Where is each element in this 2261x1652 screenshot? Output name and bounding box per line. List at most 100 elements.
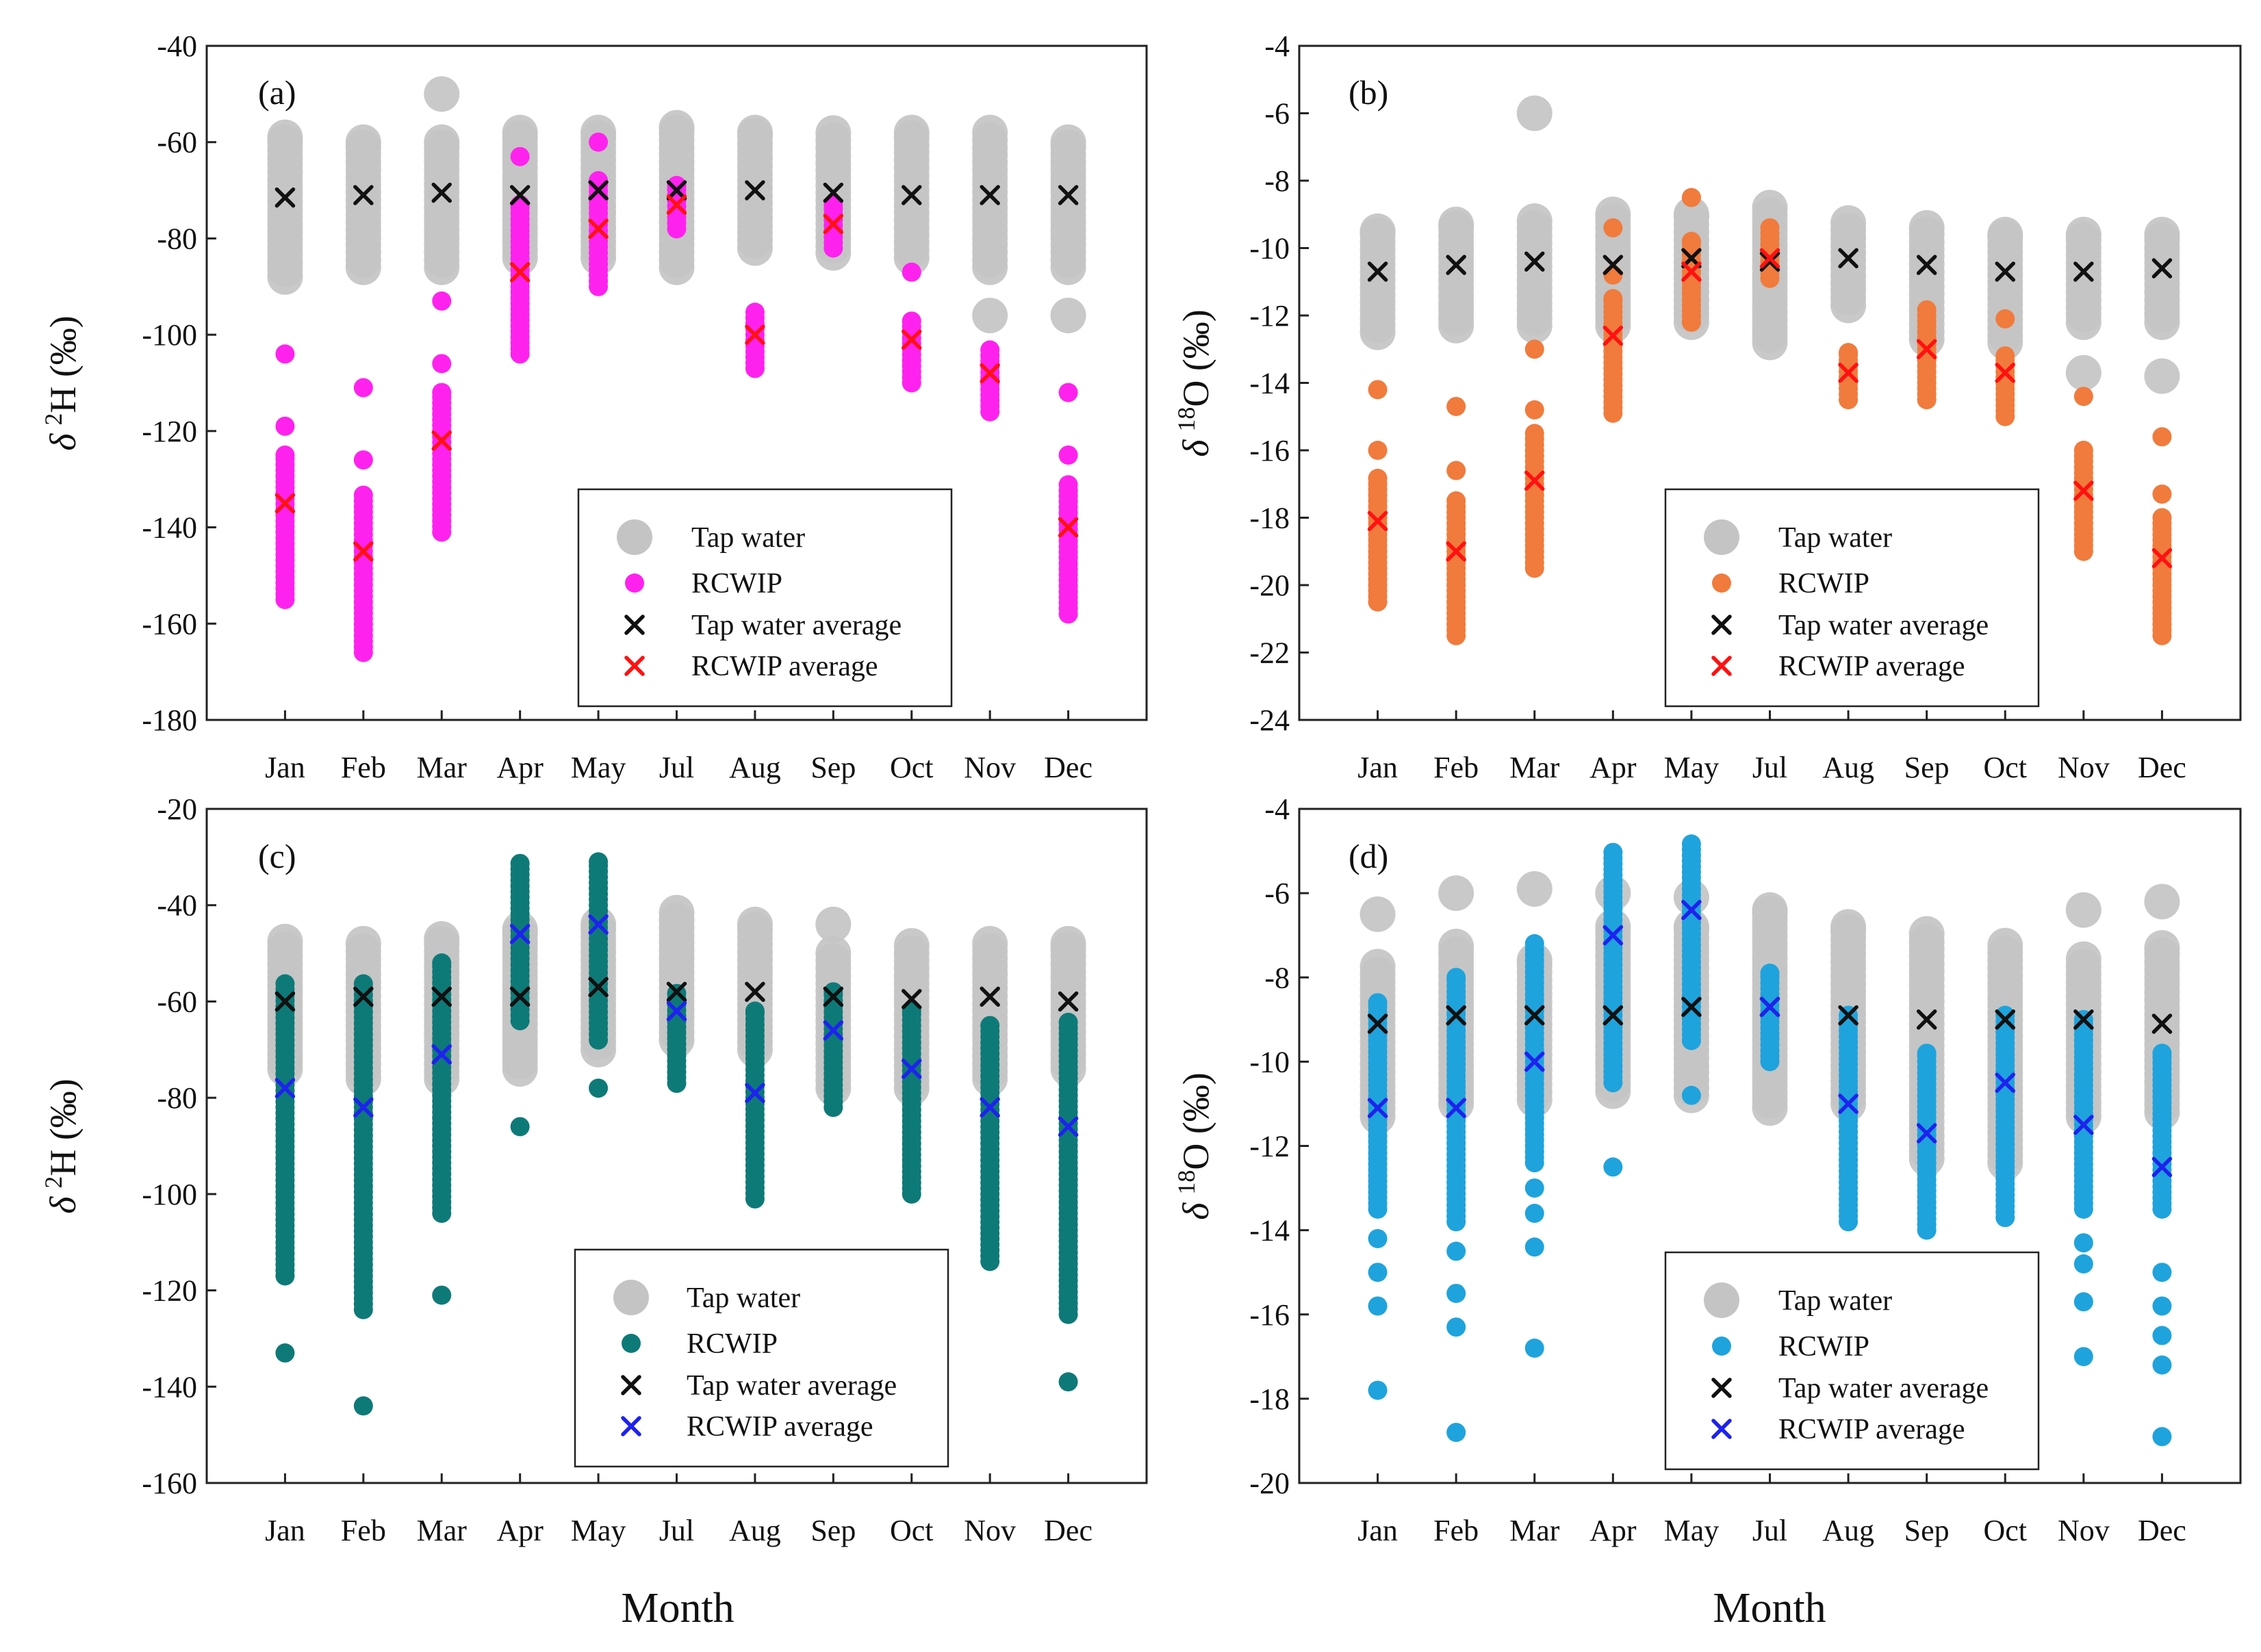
panel-d-x-tick-label-0: Jan bbox=[1357, 1514, 1398, 1547]
panel-d-legend-rcwip-label: RCWIP bbox=[1778, 1331, 1869, 1363]
panel-c-x-tick-label-4: May bbox=[571, 1514, 626, 1547]
panel-a-x-tick-label-8: Oct bbox=[890, 751, 934, 784]
panel-a-rcwip-point-dec-23 bbox=[1058, 475, 1078, 495]
panel-c-rcwip-point-feb-59 bbox=[353, 1396, 373, 1416]
panel-d-legend-tap-label: Tap water bbox=[1778, 1285, 1892, 1317]
panel-c-tap-average-apr-stroke-2 bbox=[509, 986, 531, 1007]
panel-b-legend: Tap water RCWIP Tap water average RCWIP … bbox=[1664, 488, 2040, 708]
panel-b-legend-rcwip-average-cross-stroke-2 bbox=[1711, 656, 1732, 676]
panel-b-tap-point-jan-14 bbox=[1359, 213, 1396, 249]
panel-c-x-ticks: Jan Feb Mar Apr May Jul Aug Sep Oct Nov Dec bbox=[265, 1473, 1093, 1547]
panel-c-tap-average-jan-stroke-2 bbox=[274, 991, 296, 1012]
panel-b-x-tick-label-5: Jul bbox=[1752, 751, 1787, 784]
panel-d-rcwip-point-apr-41 bbox=[1603, 842, 1623, 862]
panel-d-rcwip-point-dec-30 bbox=[2152, 1355, 2172, 1375]
panel-a-rcwip-average-aug bbox=[745, 324, 765, 345]
panel-d-rcwip-point-dec-29 bbox=[2152, 1427, 2172, 1447]
panel-d-legend-tap-average-cross-stroke-2 bbox=[1711, 1378, 1732, 1398]
panel-d-tap-average-feb-stroke-2 bbox=[1446, 1005, 1466, 1026]
panel-a-y-tick-label-1: -60 bbox=[157, 126, 197, 159]
panel-d-rcwip-point-jan-40 bbox=[1368, 1263, 1388, 1282]
panel-d-legend-rcwip-average-cross-stroke-2 bbox=[1711, 1419, 1732, 1439]
panel-b-marks bbox=[1359, 95, 2180, 645]
panel-a-x-tick-label-5: Jul bbox=[659, 751, 694, 784]
panel-a-rcwip-average-jan-stroke-2 bbox=[274, 493, 296, 514]
panel-a-x-tick-label-1: Feb bbox=[341, 751, 386, 784]
panel-c-rcwip-point-jan-53 bbox=[275, 1343, 295, 1363]
panel-d-tap-average-feb bbox=[1446, 1005, 1466, 1026]
panel-c-rcwip-average-may bbox=[588, 914, 609, 935]
panel-b-y-ticks: -4 -6 -8 -10 -12 -14 -16 -18 -20 -22 -24 bbox=[1249, 29, 1309, 737]
panel-c-rcwip-point-mar-46 bbox=[432, 1285, 452, 1305]
panel-c-tap-point-jul-17 bbox=[659, 894, 695, 931]
panel-b-legend-tap-swatch bbox=[1704, 519, 1739, 555]
panel-d-x-ticks: Jan Feb Mar Apr May Jul Aug Sep Oct Nov Dec bbox=[1357, 1473, 2186, 1547]
panel-c-rcwip-average-sep bbox=[823, 1020, 844, 1041]
panel-d-tap-average-apr bbox=[1602, 1005, 1624, 1026]
panel-a-legend-tap-average-cross-stroke-2 bbox=[624, 615, 645, 635]
panel-a-legend-rcwip-average-cross-stroke-2 bbox=[624, 656, 645, 676]
panel-b-rcwip-average-nov-stroke-2 bbox=[2073, 480, 2094, 501]
panel-a-tap-average-sep-stroke-2 bbox=[823, 182, 844, 203]
panel-b-tap-average-jan bbox=[1367, 261, 1388, 282]
panel-a-x-tick-label-9: Nov bbox=[964, 751, 1016, 784]
panel-b-rcwip-average-jul-stroke-2 bbox=[1759, 248, 1780, 269]
panel-b-y-tick-label-5: -14 bbox=[1249, 367, 1290, 400]
panel-a-rcwip-point-feb-28 bbox=[353, 485, 373, 505]
panel-c-legend-rcwip-label: RCWIP bbox=[687, 1328, 778, 1360]
panel-a-x-tick-label-6: Aug bbox=[729, 751, 781, 784]
panel-d-ylabel-symbol: δ bbox=[1175, 1202, 1216, 1220]
panel-c-rcwip-average-nov-stroke-2 bbox=[980, 1097, 1000, 1118]
panel-b-y-tick-label-6: -16 bbox=[1249, 434, 1290, 467]
panel-b-rcwip-point-oct-12 bbox=[1995, 309, 2015, 328]
panel-a-marks bbox=[267, 76, 1086, 662]
panel-c-tap-average-jul bbox=[666, 981, 687, 1003]
panel-d-tap-point-jan-21 bbox=[1359, 896, 1396, 932]
panel-d-tap-average-jan bbox=[1367, 1014, 1388, 1034]
panel-d-tap-average-nov bbox=[2073, 1009, 2094, 1030]
panel-b-tap-average-aug bbox=[1838, 248, 1858, 269]
panel-a-legend-tap-circle bbox=[617, 519, 652, 555]
panel-b-x-tick-label-7: Sep bbox=[1904, 751, 1950, 784]
panel-a-rcwip-point-oct-11 bbox=[902, 311, 921, 331]
panel-c-y-ticks: -20 -40 -60 -80 -100 -120 -140 -160 bbox=[142, 792, 216, 1500]
panel-a-legend: Tap water RCWIP Tap water average RCWIP … bbox=[577, 488, 953, 708]
panel-a-rcwip-point-mar-26 bbox=[432, 291, 452, 311]
panel-d-y-tick-label-6: -16 bbox=[1249, 1298, 1290, 1332]
panel-b-tap-average-sep-stroke-2 bbox=[1916, 255, 1937, 275]
panel-b-rcwip-point-mar-24 bbox=[1524, 424, 1544, 443]
panel-c-ylabel-symbol: δ bbox=[42, 1196, 84, 1214]
panel-b-y-tick-label-4: -12 bbox=[1249, 299, 1290, 333]
panel-c-tap-average-aug-stroke-2 bbox=[745, 981, 765, 1003]
panel-c-tap-average-feb-stroke-2 bbox=[353, 986, 374, 1007]
panel-a-rcwip-average-apr bbox=[509, 261, 531, 283]
panel-b-legend-tap-average-label: Tap water average bbox=[1778, 610, 1989, 641]
panel-a-legend-rcwip-average-label: RCWIP average bbox=[691, 651, 878, 682]
panel-d-x-tick-label-5: Jul bbox=[1752, 1514, 1787, 1547]
panel-b-legend-tap-average-swatch bbox=[1711, 615, 1732, 635]
panel-b-ylabel-sup: 18 bbox=[1173, 407, 1200, 432]
panel-c-rcwip-average-jan-stroke-2 bbox=[274, 1078, 296, 1098]
panel-c-rcwip-point-mar-45 bbox=[432, 953, 452, 973]
panel-b-rcwip-average-aug bbox=[1838, 362, 1858, 383]
panel-a-rcwip-average-mar bbox=[431, 430, 452, 451]
panel-d-rcwip-average-may-stroke-2 bbox=[1681, 900, 1702, 920]
panel-a-tap-point-nov-18 bbox=[972, 114, 1008, 151]
panel-a-y-tick-label-6: -160 bbox=[142, 607, 197, 641]
panel-d-tap-average-nov-stroke-2 bbox=[2073, 1009, 2094, 1030]
panel-d-ylabel-sup: 18 bbox=[1173, 1170, 1200, 1195]
panel-a-tap-average-may-stroke-2 bbox=[588, 180, 609, 201]
panel-a-rcwip-average-jul bbox=[666, 194, 687, 215]
panel-d-rcwip-point-dec-32 bbox=[2152, 1296, 2172, 1316]
panel-b-rcwip-point-feb-25 bbox=[1446, 396, 1466, 416]
panel-b-tap-average-feb-stroke-2 bbox=[1446, 255, 1466, 275]
panel-d-tag: (d) bbox=[1349, 837, 1388, 875]
panel-a-tap-average-may bbox=[588, 180, 609, 201]
panel-a-tap-average-aug bbox=[745, 180, 765, 201]
panel-c-x-tick-label-2: Mar bbox=[417, 1514, 468, 1547]
panel-d-tap-average-sep-stroke-2 bbox=[1916, 1009, 1937, 1030]
panel-d-rcwip-point-dec-31 bbox=[2152, 1326, 2172, 1345]
panel-d-rcwip-point-dec-33 bbox=[2152, 1263, 2172, 1282]
panel-a-legend-tap-average-swatch bbox=[624, 615, 645, 635]
panel-b-rcwip-point-may-16 bbox=[1681, 188, 1701, 207]
